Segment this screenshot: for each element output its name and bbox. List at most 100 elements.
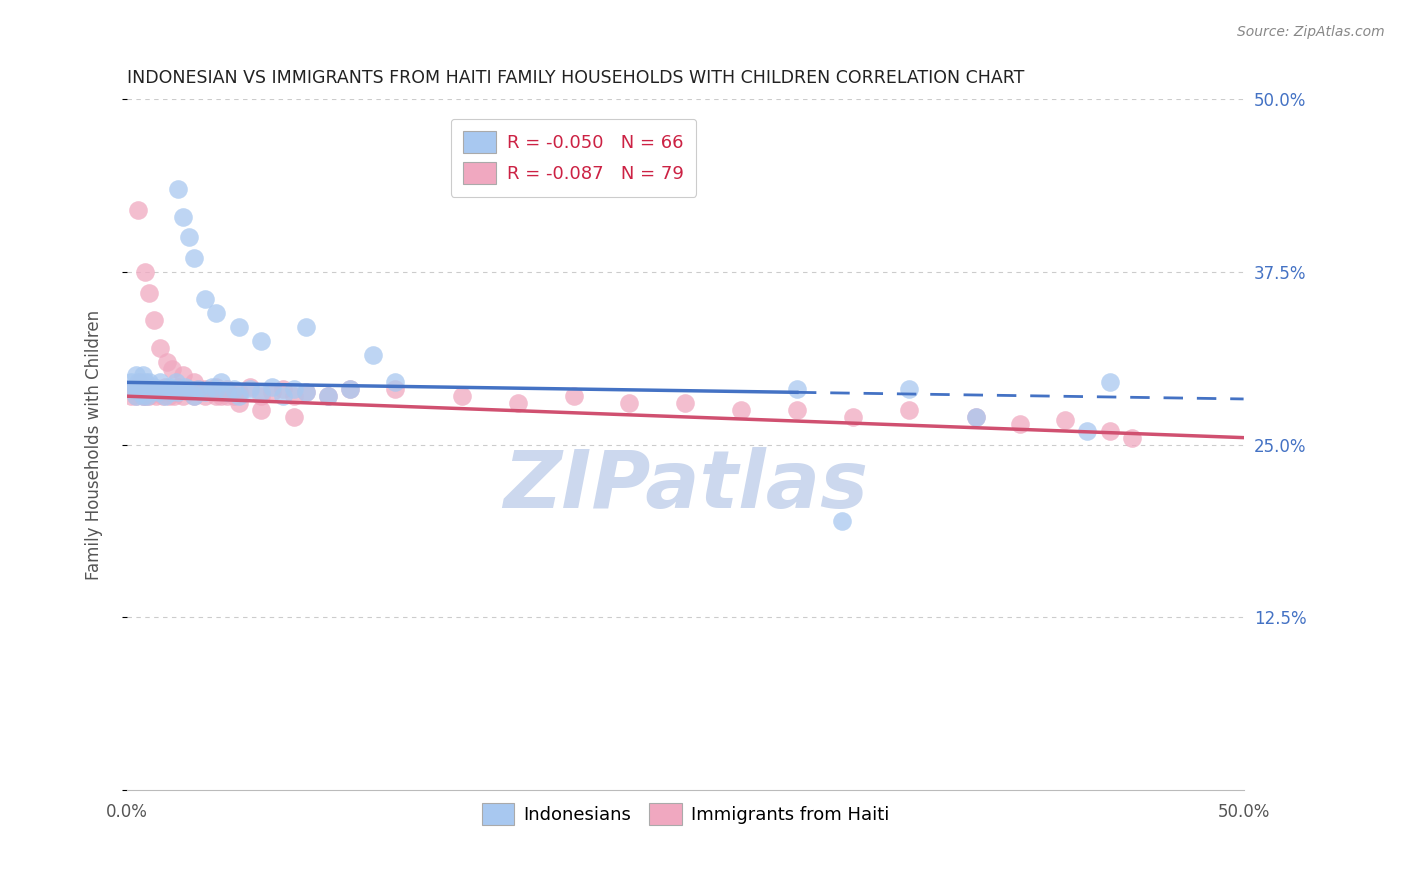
Point	[127, 385, 149, 400]
Point	[167, 182, 190, 196]
Point	[194, 293, 217, 307]
Point	[194, 389, 217, 403]
Point	[183, 389, 205, 403]
Point	[250, 385, 273, 400]
Point	[194, 382, 217, 396]
Point	[339, 382, 361, 396]
Point	[673, 396, 696, 410]
Point	[129, 376, 152, 390]
Point	[228, 396, 250, 410]
Point	[897, 382, 920, 396]
Point	[138, 382, 160, 396]
Point	[179, 385, 201, 400]
Point	[134, 376, 156, 390]
Point	[1098, 424, 1121, 438]
Point	[125, 389, 148, 403]
Point	[152, 389, 174, 403]
Point	[153, 389, 176, 403]
Point	[142, 382, 165, 396]
Point	[201, 379, 224, 393]
Point	[141, 385, 163, 400]
Point	[141, 385, 163, 400]
Point	[125, 368, 148, 383]
Point	[384, 376, 406, 390]
Point	[131, 368, 153, 383]
Point	[148, 385, 170, 400]
Point	[127, 382, 149, 396]
Point	[250, 403, 273, 417]
Point	[965, 409, 987, 424]
Point	[1098, 376, 1121, 390]
Point	[201, 385, 224, 400]
Point	[283, 382, 305, 396]
Point	[239, 382, 262, 396]
Point	[228, 389, 250, 403]
Point	[165, 385, 187, 400]
Point	[361, 348, 384, 362]
Point	[172, 210, 194, 224]
Point	[224, 389, 246, 403]
Point	[316, 389, 339, 403]
Point	[157, 389, 180, 403]
Point	[205, 379, 228, 393]
Point	[145, 389, 167, 403]
Point	[163, 389, 186, 403]
Point	[172, 389, 194, 403]
Point	[129, 385, 152, 400]
Point	[129, 379, 152, 393]
Point	[1121, 431, 1143, 445]
Point	[1053, 412, 1076, 426]
Point	[138, 389, 160, 403]
Point	[156, 385, 179, 400]
Point	[262, 385, 284, 400]
Point	[897, 403, 920, 417]
Point	[562, 389, 585, 403]
Point	[138, 285, 160, 300]
Point	[239, 379, 262, 393]
Point	[187, 382, 209, 396]
Point	[120, 389, 142, 403]
Point	[384, 382, 406, 396]
Point	[205, 306, 228, 320]
Point	[134, 382, 156, 396]
Point	[786, 403, 808, 417]
Point	[174, 382, 197, 396]
Point	[607, 175, 630, 189]
Point	[153, 379, 176, 393]
Point	[122, 382, 145, 396]
Point	[294, 385, 316, 400]
Point	[163, 382, 186, 396]
Point	[1010, 417, 1032, 431]
Point	[194, 385, 217, 400]
Point	[127, 376, 149, 390]
Point	[138, 376, 160, 390]
Point	[316, 389, 339, 403]
Point	[271, 389, 294, 403]
Point	[136, 382, 159, 396]
Point	[156, 382, 179, 396]
Point	[831, 514, 853, 528]
Point	[183, 376, 205, 390]
Point	[160, 385, 183, 400]
Point	[127, 202, 149, 217]
Point	[339, 382, 361, 396]
Point	[156, 354, 179, 368]
Point	[160, 361, 183, 376]
Point	[134, 265, 156, 279]
Text: ZIPatlas: ZIPatlas	[503, 447, 868, 525]
Point	[167, 385, 190, 400]
Point	[127, 379, 149, 393]
Point	[217, 382, 239, 396]
Point	[965, 409, 987, 424]
Point	[148, 385, 170, 400]
Point	[125, 389, 148, 403]
Point	[209, 376, 232, 390]
Point	[149, 341, 172, 355]
Point	[172, 368, 194, 383]
Point	[131, 382, 153, 396]
Point	[183, 389, 205, 403]
Point	[152, 382, 174, 396]
Point	[250, 389, 273, 403]
Point	[145, 382, 167, 396]
Point	[157, 379, 180, 393]
